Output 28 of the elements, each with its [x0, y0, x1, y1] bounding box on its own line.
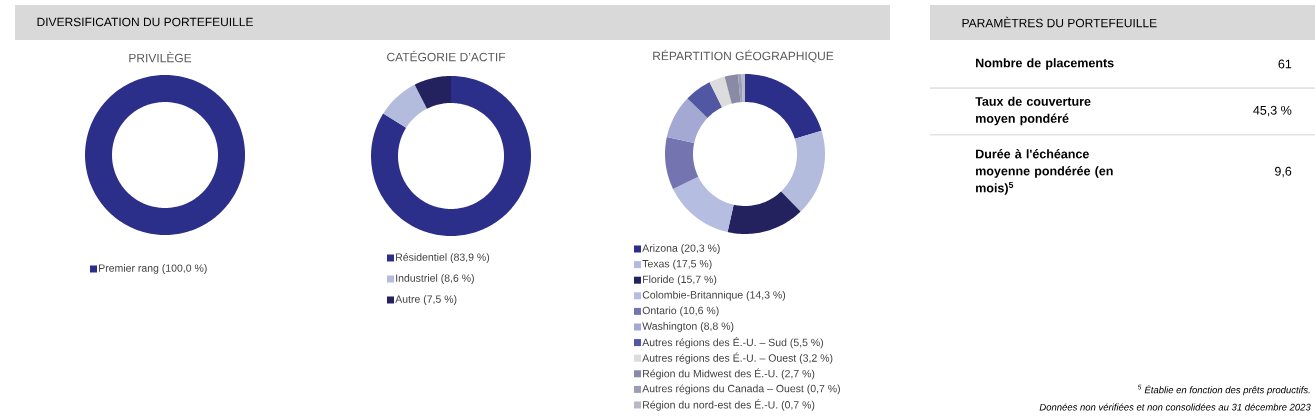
- legend-label: Colombie-Britannique (14,3 %): [642, 290, 786, 301]
- text: 61: [1278, 59, 1292, 69]
- text: Données non vérifiées et non consolidées au 31 décembre 2023: [1039, 403, 1311, 411]
- legend-label: Autre (7,5 %): [395, 295, 457, 305]
- legend-label: Industriel (8,6 %): [396, 274, 474, 284]
- chart-title: CATÉGORIE D’ACTIF: [387, 50, 506, 62]
- text: DIVERSIFICATION DU PORTEFEUILLE: [37, 17, 253, 27]
- category-label: Durée à l'échéance moyenne pondérée (en mois)$^{5}$: [976, 149, 1113, 195]
- text: PARAMÈTRES DU PORTEFEUILLE: [962, 16, 1157, 28]
- legend-label: Autres régions du Canada – Ouest (0,7 %): [642, 384, 840, 395]
- legend-label: Washington (8,8 %): [642, 322, 734, 332]
- legend-label: Floride (15,7 %): [643, 275, 717, 286]
- text: $^{5}$ Établie en fonction des prêts productifs.: [1137, 384, 1310, 396]
- text: 9,6: [1275, 166, 1292, 178]
- category-label: Taux de couverture moyen pondéré: [975, 96, 1091, 126]
- chart-title: PRIVILÈGE: [129, 51, 192, 63]
- legend-label: Résidentiel (83,9 %): [396, 253, 490, 263]
- legend-label: Arizona (20,3 %): [642, 244, 720, 254]
- legend-label: Région du Midwest des É.-U. (2,7 %): [643, 368, 815, 380]
- text: 45,3 %: [1253, 105, 1292, 117]
- chart-title: RÉPARTITION GÉOGRAPHIQUE: [653, 49, 834, 63]
- legend-label: Texas (17,5 %): [642, 259, 712, 270]
- legend-label: Ontario (10,6 %): [642, 306, 719, 317]
- legend-label: Autres régions des É.-U. – Sud (5,5 %): [642, 336, 824, 349]
- category-label: Nombre de placements: [976, 58, 1114, 70]
- legend-label: Premier rang (100,0 %): [99, 264, 207, 274]
- legend-label: Région du nord-est des É.-U. (0,7 %): [643, 399, 815, 411]
- legend-label: Autres régions des É.-U. – Ouest (3,2 %): [642, 352, 833, 364]
